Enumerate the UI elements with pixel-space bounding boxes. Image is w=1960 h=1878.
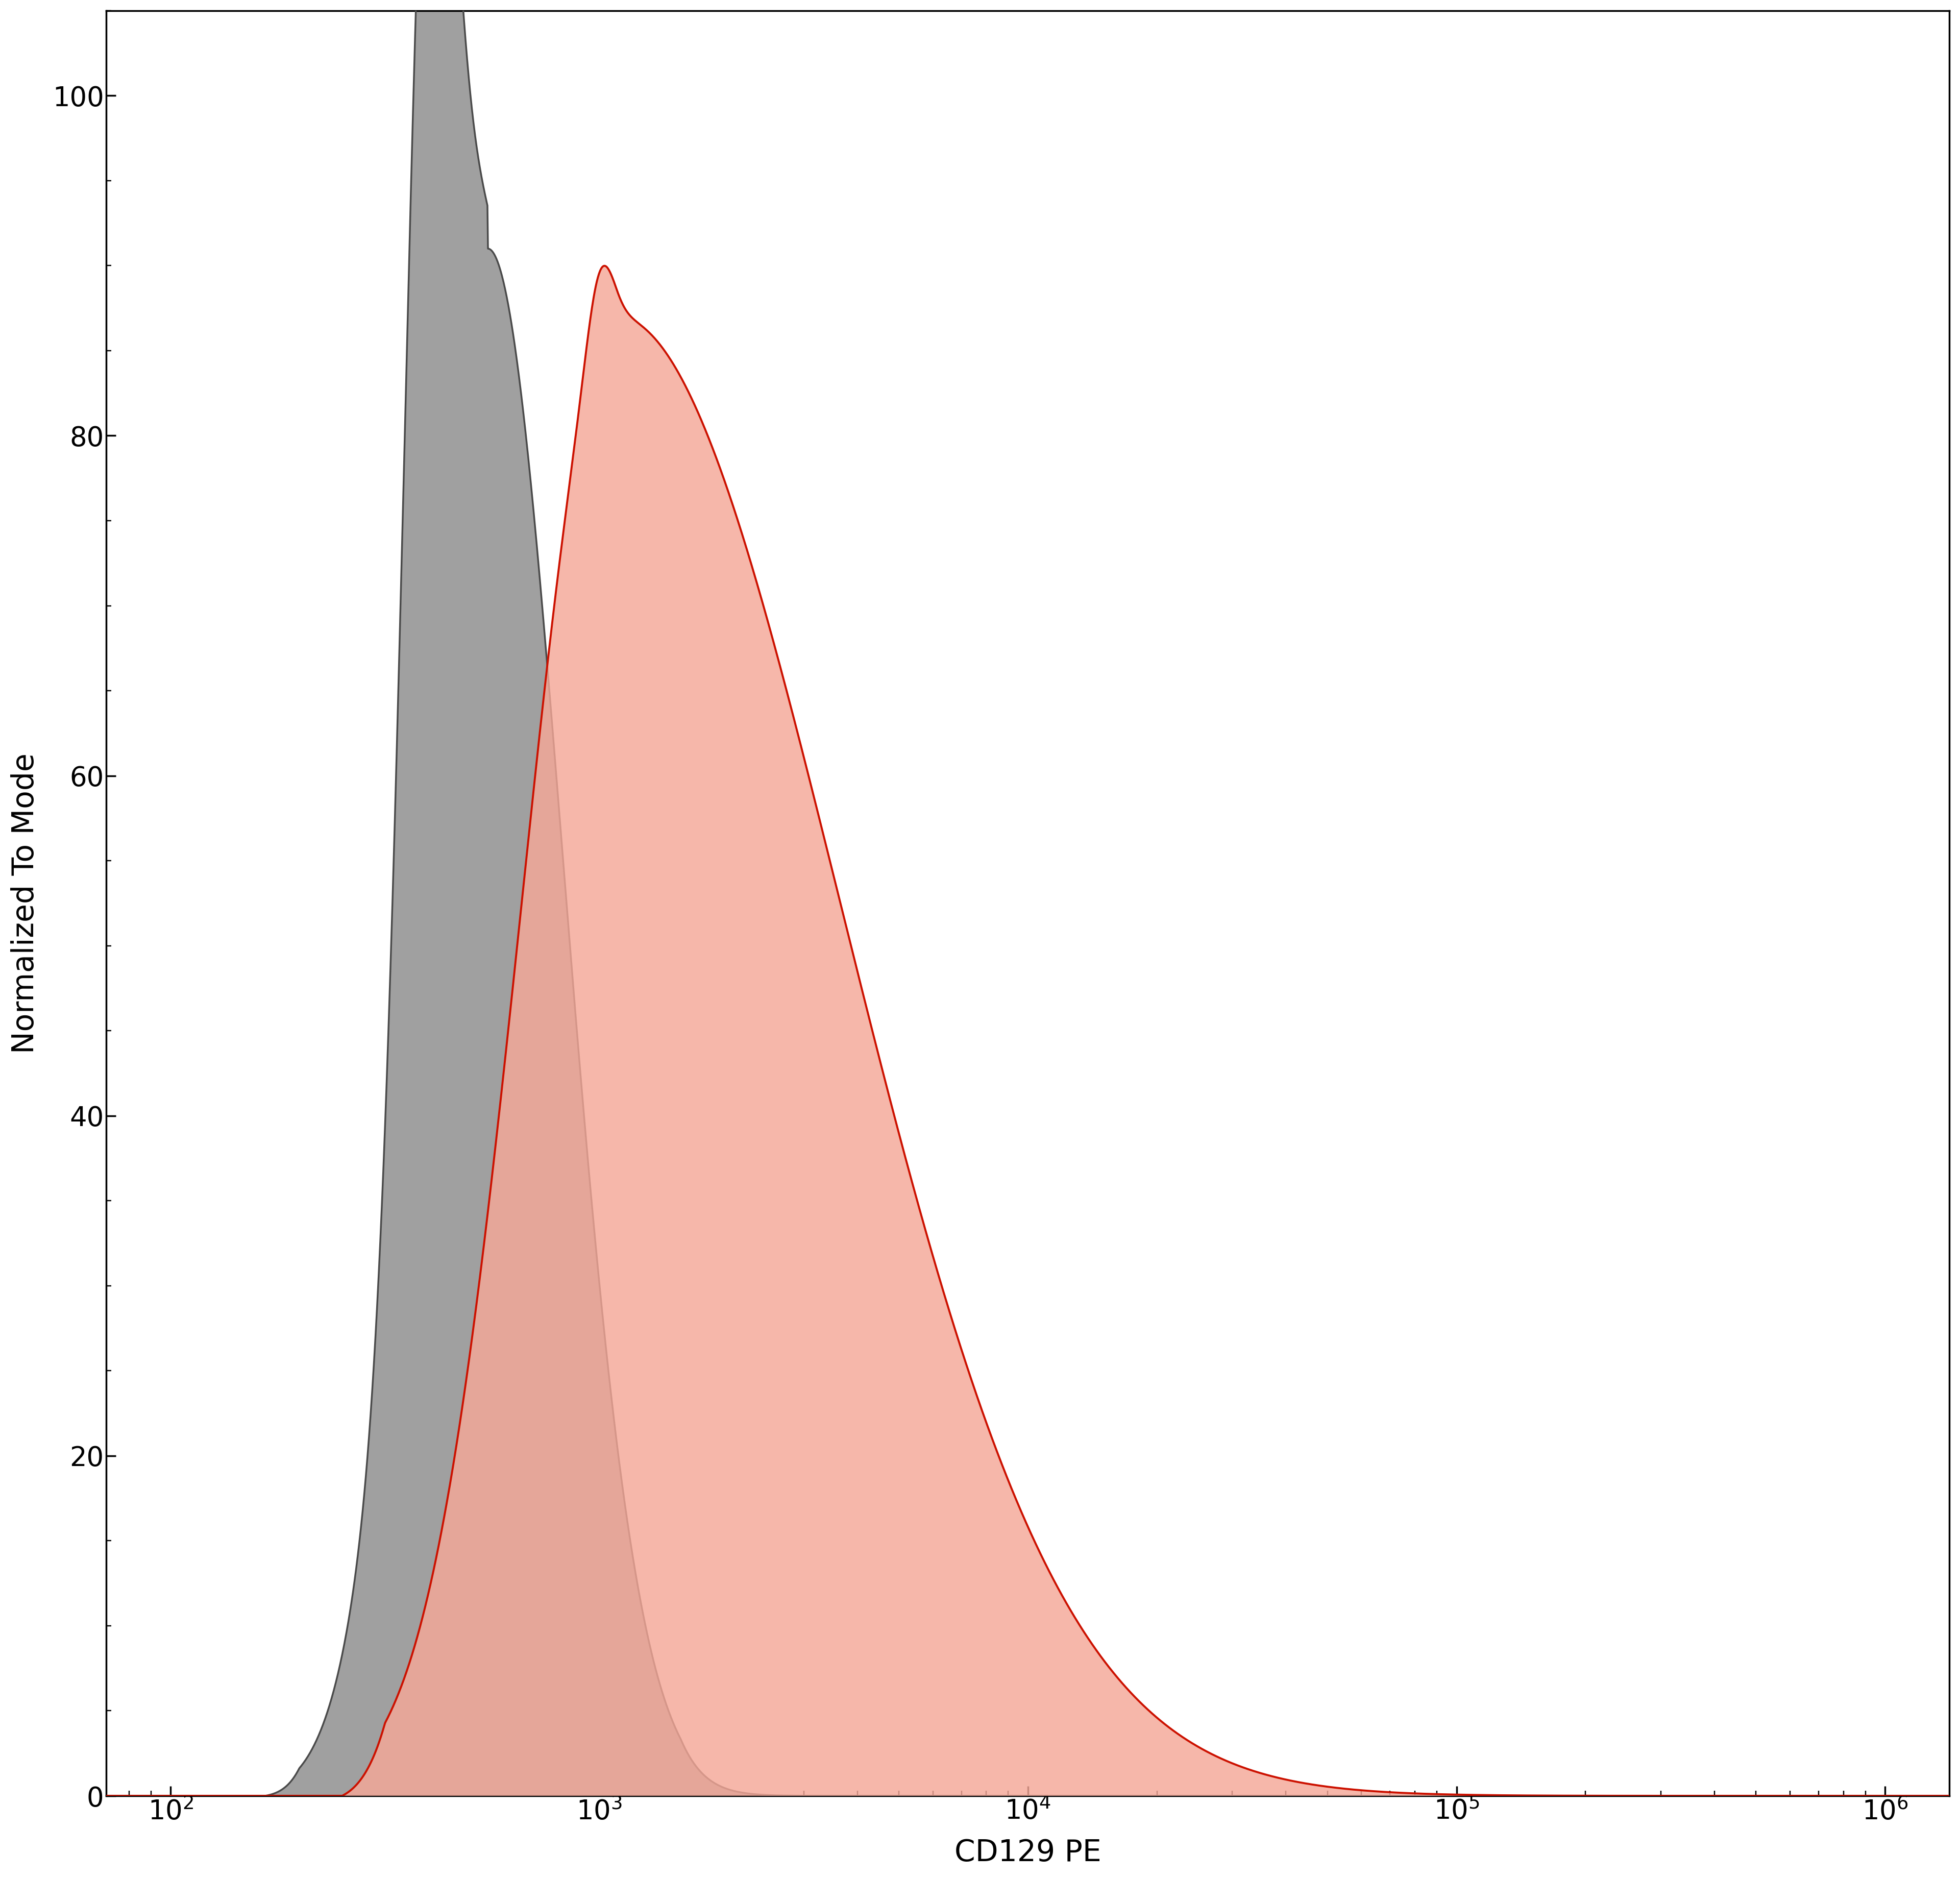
Y-axis label: Normalized To Mode: Normalized To Mode <box>10 753 39 1054</box>
X-axis label: CD129 PE: CD129 PE <box>955 1839 1102 1867</box>
